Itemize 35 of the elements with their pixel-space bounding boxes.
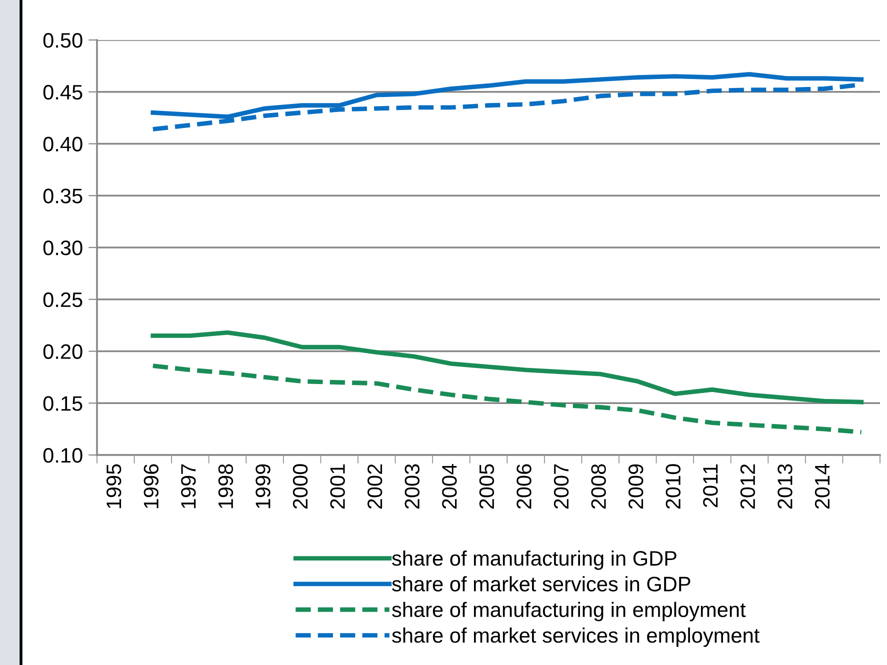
x-tick-label: 2007 [554, 464, 569, 509]
legend-label: share of manufacturing in GDP [392, 550, 676, 570]
legend-label: share of manufacturing in employment [392, 602, 746, 622]
x-tick-label: 1996 [144, 464, 159, 508]
x-tick-label: 2010 [666, 464, 681, 509]
legend-label: share of market services in employment [392, 627, 760, 647]
x-tick-label: 2009 [628, 464, 644, 509]
x-tick-label: 1999 [256, 464, 270, 508]
x-tick-label: 2001 [330, 464, 345, 509]
y-tick-label: 0.35 [43, 188, 82, 204]
x-tick-label: 2014 [814, 464, 830, 509]
x-tick-label: 2013 [778, 464, 792, 509]
y-tick-label: 0.50 [43, 33, 82, 48]
x-tick-label: 2005 [479, 464, 494, 509]
y-tick-label: 0.45 [43, 84, 82, 100]
y-tick-label: 0.40 [43, 136, 82, 152]
line-series [150, 364, 864, 434]
x-tick-label: 2006 [516, 464, 532, 509]
y-tick-label: 0.10 [43, 448, 82, 463]
x-tick-label: 1997 [181, 464, 196, 508]
x-tick-label: 2011 [703, 464, 718, 508]
x-tick-label: 1995 [106, 464, 122, 508]
x-tick-label: 1998 [218, 464, 234, 508]
x-tick-label: 2004 [442, 464, 457, 509]
legend-label: share of market services in GDP [392, 576, 690, 592]
x-tick-label: 2012 [740, 464, 756, 509]
y-tick-label: 0.15 [43, 396, 82, 411]
y-tick-label: 0.25 [43, 292, 82, 308]
y-tick-label: 0.30 [43, 240, 82, 256]
x-tick-label: 2000 [292, 464, 308, 509]
x-tick-label: 2003 [404, 464, 420, 509]
y-tick-label: 0.20 [43, 344, 82, 360]
line-series [150, 330, 864, 404]
x-tick-label: 2008 [591, 464, 606, 509]
x-tick-label: 2002 [367, 464, 382, 509]
